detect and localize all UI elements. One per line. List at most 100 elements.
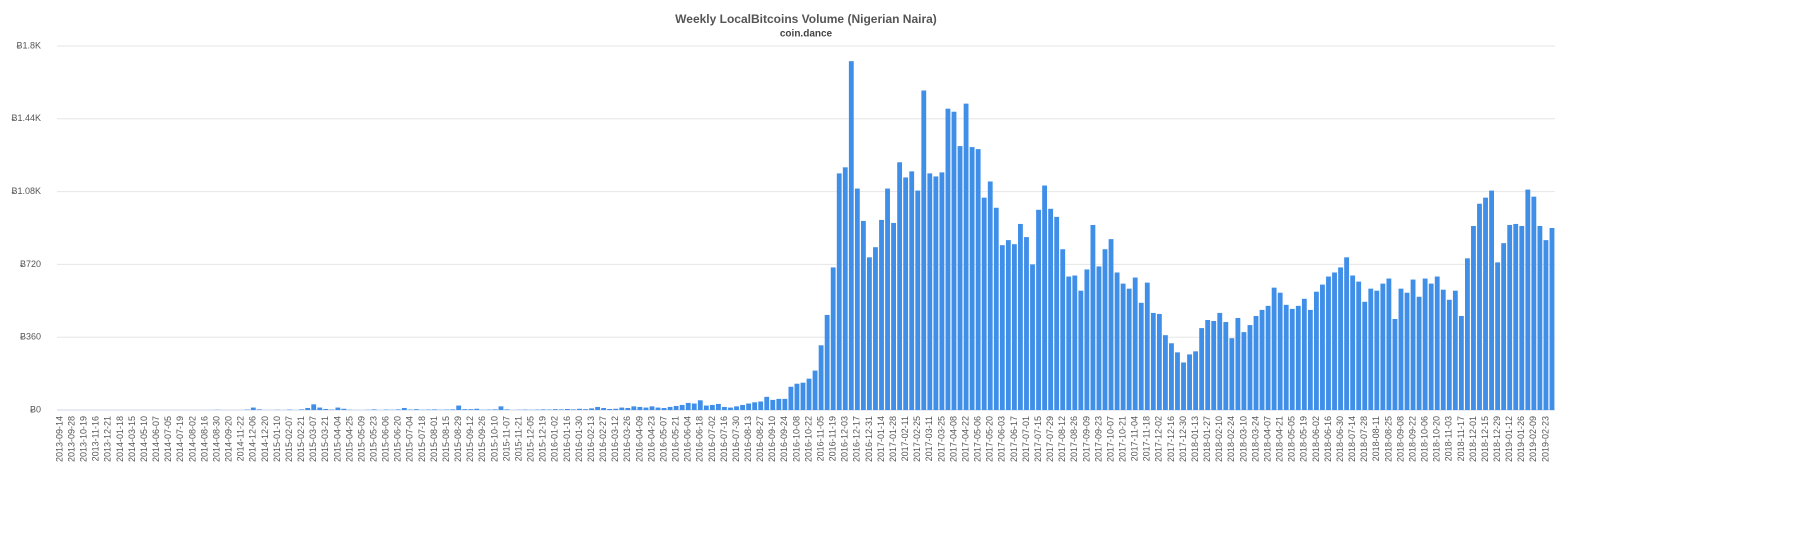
bar bbox=[564, 408, 570, 410]
x-tick-label: 2016-10-22 bbox=[803, 416, 813, 462]
bar bbox=[1458, 315, 1464, 410]
bar bbox=[1060, 249, 1066, 410]
bar bbox=[957, 146, 963, 410]
bar bbox=[311, 404, 317, 410]
x-tick-label: 2018-02-24 bbox=[1226, 416, 1236, 462]
x-tick-label: 2016-03-12 bbox=[610, 416, 620, 462]
x-tick-label: 2016-02-27 bbox=[598, 416, 608, 462]
bar bbox=[1005, 240, 1011, 410]
x-tick-label: 2017-02-25 bbox=[912, 416, 922, 462]
bar bbox=[1241, 332, 1247, 410]
x-tick-label: 2015-10-10 bbox=[489, 416, 499, 462]
bar bbox=[1440, 289, 1446, 410]
x-tick-label: 2015-12-19 bbox=[538, 416, 548, 462]
x-tick-label: 2017-09-23 bbox=[1093, 416, 1103, 462]
x-tick-label: 2014-06-07 bbox=[151, 416, 161, 462]
bar bbox=[1537, 225, 1543, 410]
bar bbox=[607, 408, 613, 410]
x-tick-label: 2017-06-17 bbox=[1009, 416, 1019, 462]
bar bbox=[371, 409, 377, 410]
bar bbox=[812, 370, 818, 410]
bar bbox=[1126, 288, 1132, 410]
x-tick-label: 2017-11-18 bbox=[1142, 416, 1152, 461]
bar bbox=[1259, 309, 1265, 410]
x-tick-label: 2015-07-04 bbox=[405, 416, 415, 462]
bar bbox=[1193, 351, 1199, 410]
x-tick-label: 2016-02-13 bbox=[586, 416, 596, 462]
bar bbox=[891, 222, 897, 410]
x-tick-label: 2016-06-18 bbox=[695, 416, 705, 462]
x-tick-label: 2017-08-12 bbox=[1057, 416, 1067, 462]
bar bbox=[728, 407, 733, 410]
x-tick-label: 2015-04-04 bbox=[332, 416, 342, 462]
bar bbox=[715, 403, 721, 410]
bar bbox=[1507, 224, 1513, 410]
bar bbox=[540, 409, 546, 410]
bar bbox=[1338, 267, 1343, 410]
x-tick-label: 2014-12-20 bbox=[260, 416, 270, 462]
bar bbox=[1350, 275, 1356, 410]
x-tick-label: 2016-04-23 bbox=[646, 416, 656, 462]
bar bbox=[1320, 284, 1325, 410]
x-tick-label: 2016-05-21 bbox=[671, 416, 681, 462]
x-tick-label: 2014-09-20 bbox=[224, 416, 234, 462]
bar bbox=[1489, 190, 1494, 410]
x-tick-label: 2017-09-09 bbox=[1081, 416, 1091, 462]
bar bbox=[1223, 322, 1229, 410]
bar bbox=[927, 173, 933, 410]
x-tick-label: 2013-10-19 bbox=[79, 416, 89, 462]
bar bbox=[498, 406, 504, 410]
bar bbox=[474, 408, 480, 410]
bar bbox=[1549, 228, 1555, 410]
x-tick-label: 2018-12-29 bbox=[1492, 416, 1502, 462]
x-tick-label: 2013-12-21 bbox=[103, 416, 113, 462]
x-tick-label: 2016-07-02 bbox=[707, 416, 717, 462]
bar bbox=[945, 108, 951, 410]
bar bbox=[1217, 312, 1223, 410]
bar bbox=[879, 219, 884, 410]
x-tick-label: 2018-03-10 bbox=[1238, 416, 1248, 462]
x-tick-label: 2017-10-21 bbox=[1117, 416, 1127, 462]
bar bbox=[1368, 288, 1374, 410]
bar bbox=[1392, 319, 1398, 410]
bar bbox=[1132, 277, 1138, 410]
bar bbox=[1344, 257, 1350, 410]
bar bbox=[637, 406, 643, 410]
bar bbox=[734, 406, 739, 410]
bar bbox=[589, 408, 594, 410]
x-tick-label: 2017-04-08 bbox=[948, 416, 958, 462]
x-tick-label: 2018-04-07 bbox=[1262, 416, 1272, 462]
x-tick-label: 2015-09-26 bbox=[477, 416, 487, 462]
bar bbox=[1386, 278, 1392, 410]
bar bbox=[1072, 275, 1078, 410]
bar bbox=[432, 409, 437, 410]
x-tick-label: 2017-10-07 bbox=[1105, 416, 1115, 462]
x-tick-label: 2015-02-21 bbox=[296, 416, 306, 462]
bar bbox=[1205, 320, 1211, 410]
bar bbox=[685, 402, 691, 410]
x-tick-label: 2016-05-07 bbox=[658, 416, 668, 462]
y-tick-label: Ƀ1.08K bbox=[11, 186, 41, 196]
bar bbox=[824, 314, 830, 410]
bar bbox=[1048, 208, 1054, 410]
bar bbox=[1416, 296, 1422, 410]
x-tick-label: 2016-11-05 bbox=[815, 416, 825, 461]
x-tick-label: 2018-06-02 bbox=[1311, 416, 1321, 462]
bar bbox=[1078, 290, 1084, 410]
x-tick-label: 2015-06-20 bbox=[393, 416, 403, 462]
bar bbox=[909, 171, 915, 410]
bar bbox=[1162, 335, 1168, 410]
bar bbox=[987, 181, 993, 410]
x-tick-label: 2017-12-16 bbox=[1166, 416, 1176, 462]
bar bbox=[703, 405, 709, 410]
bar bbox=[842, 167, 848, 410]
y-tick-label: Ƀ1.44K bbox=[11, 113, 41, 123]
bar bbox=[836, 173, 842, 410]
bar bbox=[758, 401, 764, 410]
bar bbox=[1277, 292, 1283, 410]
bar bbox=[897, 162, 903, 410]
x-tick-label: 2017-12-02 bbox=[1154, 416, 1164, 462]
bar bbox=[504, 409, 510, 410]
x-tick-label: 2015-02-07 bbox=[284, 416, 294, 462]
x-tick-label: 2015-01-10 bbox=[272, 416, 282, 462]
